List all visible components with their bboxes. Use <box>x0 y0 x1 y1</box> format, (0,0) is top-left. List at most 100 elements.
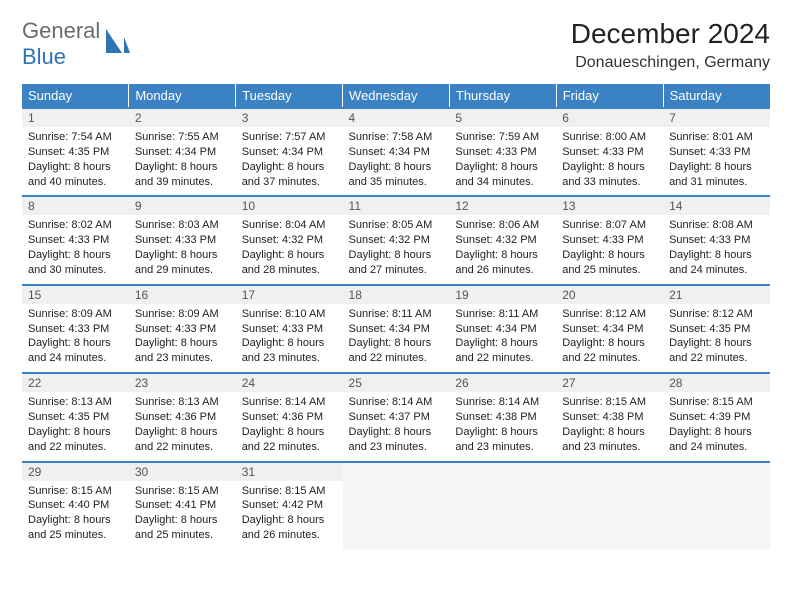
day-body: Sunrise: 8:06 AMSunset: 4:32 PMDaylight:… <box>455 218 550 277</box>
sunset-line: Sunset: 4:33 PM <box>669 234 750 246</box>
day-number-cell: 3 <box>236 108 343 127</box>
sunset-line: Sunset: 4:33 PM <box>28 234 109 246</box>
sunset-line: Sunset: 4:35 PM <box>669 323 750 335</box>
day-number: 5 <box>455 111 462 125</box>
daylight-line: Daylight: 8 hours and 30 minutes. <box>28 249 111 276</box>
day-number: 13 <box>562 199 575 213</box>
sunrise-line: Sunrise: 7:57 AM <box>242 131 326 143</box>
sunset-line: Sunset: 4:35 PM <box>28 146 109 158</box>
title-block: December 2024 Donaueschingen, Germany <box>571 18 770 72</box>
day-body: Sunrise: 8:12 AMSunset: 4:34 PMDaylight:… <box>562 307 657 366</box>
day-details-cell: Sunrise: 7:58 AMSunset: 4:34 PMDaylight:… <box>343 127 450 196</box>
sunset-line: Sunset: 4:33 PM <box>135 234 216 246</box>
day-number-cell: 14 <box>663 196 770 215</box>
sunrise-line: Sunrise: 8:14 AM <box>455 396 539 408</box>
sunrise-line: Sunrise: 8:12 AM <box>562 308 646 320</box>
daylight-line: Daylight: 8 hours and 28 minutes. <box>242 249 325 276</box>
daylight-line: Daylight: 8 hours and 26 minutes. <box>242 514 325 541</box>
day-number-cell: 6 <box>556 108 663 127</box>
weekday-header-row: Sunday Monday Tuesday Wednesday Thursday… <box>22 84 770 108</box>
day-number: 6 <box>562 111 569 125</box>
day-details-row: Sunrise: 7:54 AMSunset: 4:35 PMDaylight:… <box>22 127 770 196</box>
day-number-cell: 7 <box>663 108 770 127</box>
day-number: 8 <box>28 199 35 213</box>
sunset-line: Sunset: 4:32 PM <box>242 234 323 246</box>
day-number-cell: 9 <box>129 196 236 215</box>
day-number-cell: 18 <box>343 285 450 304</box>
calendar-table: Sunday Monday Tuesday Wednesday Thursday… <box>22 84 770 549</box>
day-body: Sunrise: 8:03 AMSunset: 4:33 PMDaylight:… <box>135 218 230 277</box>
day-number-cell: 19 <box>449 285 556 304</box>
day-details-cell: Sunrise: 8:01 AMSunset: 4:33 PMDaylight:… <box>663 127 770 196</box>
day-details-row: Sunrise: 8:02 AMSunset: 4:33 PMDaylight:… <box>22 215 770 284</box>
day-number: 21 <box>669 288 682 302</box>
day-details-cell: Sunrise: 8:15 AMSunset: 4:38 PMDaylight:… <box>556 392 663 461</box>
sunrise-line: Sunrise: 8:08 AM <box>669 219 753 231</box>
day-details-cell: Sunrise: 8:05 AMSunset: 4:32 PMDaylight:… <box>343 215 450 284</box>
col-monday: Monday <box>129 84 236 108</box>
daylight-line: Daylight: 8 hours and 23 minutes. <box>562 426 645 453</box>
day-details-cell: Sunrise: 8:00 AMSunset: 4:33 PMDaylight:… <box>556 127 663 196</box>
day-number-cell <box>343 462 450 481</box>
day-details-cell: Sunrise: 8:15 AMSunset: 4:42 PMDaylight:… <box>236 481 343 549</box>
sunset-line: Sunset: 4:40 PM <box>28 499 109 511</box>
day-number: 16 <box>135 288 148 302</box>
day-details-cell: Sunrise: 8:14 AMSunset: 4:36 PMDaylight:… <box>236 392 343 461</box>
day-body: Sunrise: 8:07 AMSunset: 4:33 PMDaylight:… <box>562 218 657 277</box>
sail-icon <box>104 27 130 62</box>
sunrise-line: Sunrise: 8:15 AM <box>669 396 753 408</box>
daylight-line: Daylight: 8 hours and 27 minutes. <box>349 249 432 276</box>
day-number: 12 <box>455 199 468 213</box>
day-number: 24 <box>242 376 255 390</box>
sunrise-line: Sunrise: 8:09 AM <box>135 308 219 320</box>
day-body: Sunrise: 8:10 AMSunset: 4:33 PMDaylight:… <box>242 307 337 366</box>
day-number: 25 <box>349 376 362 390</box>
daylight-line: Daylight: 8 hours and 22 minutes. <box>669 337 752 364</box>
day-body: Sunrise: 8:15 AMSunset: 4:39 PMDaylight:… <box>669 395 764 454</box>
day-details-cell <box>556 481 663 549</box>
day-number-cell: 8 <box>22 196 129 215</box>
day-details-cell: Sunrise: 7:54 AMSunset: 4:35 PMDaylight:… <box>22 127 129 196</box>
day-body: Sunrise: 8:00 AMSunset: 4:33 PMDaylight:… <box>562 130 657 189</box>
day-details-cell: Sunrise: 8:13 AMSunset: 4:36 PMDaylight:… <box>129 392 236 461</box>
day-details-cell: Sunrise: 8:09 AMSunset: 4:33 PMDaylight:… <box>129 304 236 373</box>
day-body: Sunrise: 8:15 AMSunset: 4:42 PMDaylight:… <box>242 484 337 543</box>
sunrise-line: Sunrise: 8:00 AM <box>562 131 646 143</box>
day-number-cell: 15 <box>22 285 129 304</box>
sunrise-line: Sunrise: 8:13 AM <box>135 396 219 408</box>
col-tuesday: Tuesday <box>236 84 343 108</box>
sunrise-line: Sunrise: 7:55 AM <box>135 131 219 143</box>
day-body: Sunrise: 8:09 AMSunset: 4:33 PMDaylight:… <box>135 307 230 366</box>
sunrise-line: Sunrise: 8:05 AM <box>349 219 433 231</box>
daylight-line: Daylight: 8 hours and 22 minutes. <box>242 426 325 453</box>
day-details-cell: Sunrise: 8:02 AMSunset: 4:33 PMDaylight:… <box>22 215 129 284</box>
day-number: 29 <box>28 465 41 479</box>
day-number: 3 <box>242 111 249 125</box>
daylight-line: Daylight: 8 hours and 22 minutes. <box>455 337 538 364</box>
day-details-cell: Sunrise: 8:15 AMSunset: 4:40 PMDaylight:… <box>22 481 129 549</box>
day-body: Sunrise: 8:11 AMSunset: 4:34 PMDaylight:… <box>455 307 550 366</box>
sunrise-line: Sunrise: 8:06 AM <box>455 219 539 231</box>
day-number-cell: 22 <box>22 373 129 392</box>
day-number: 2 <box>135 111 142 125</box>
col-saturday: Saturday <box>663 84 770 108</box>
daylight-line: Daylight: 8 hours and 23 minutes. <box>349 426 432 453</box>
day-number: 15 <box>28 288 41 302</box>
daylight-line: Daylight: 8 hours and 37 minutes. <box>242 161 325 188</box>
sunrise-line: Sunrise: 8:14 AM <box>349 396 433 408</box>
day-body: Sunrise: 8:14 AMSunset: 4:36 PMDaylight:… <box>242 395 337 454</box>
day-number: 17 <box>242 288 255 302</box>
sunrise-line: Sunrise: 8:09 AM <box>28 308 112 320</box>
day-number-cell <box>449 462 556 481</box>
sunset-line: Sunset: 4:34 PM <box>349 146 430 158</box>
day-number-cell <box>663 462 770 481</box>
day-details-cell: Sunrise: 7:55 AMSunset: 4:34 PMDaylight:… <box>129 127 236 196</box>
daylight-line: Daylight: 8 hours and 23 minutes. <box>135 337 218 364</box>
sunset-line: Sunset: 4:33 PM <box>242 323 323 335</box>
day-number-cell: 12 <box>449 196 556 215</box>
sunrise-line: Sunrise: 8:03 AM <box>135 219 219 231</box>
day-body: Sunrise: 7:58 AMSunset: 4:34 PMDaylight:… <box>349 130 444 189</box>
day-details-row: Sunrise: 8:13 AMSunset: 4:35 PMDaylight:… <box>22 392 770 461</box>
day-number: 4 <box>349 111 356 125</box>
day-body: Sunrise: 8:11 AMSunset: 4:34 PMDaylight:… <box>349 307 444 366</box>
